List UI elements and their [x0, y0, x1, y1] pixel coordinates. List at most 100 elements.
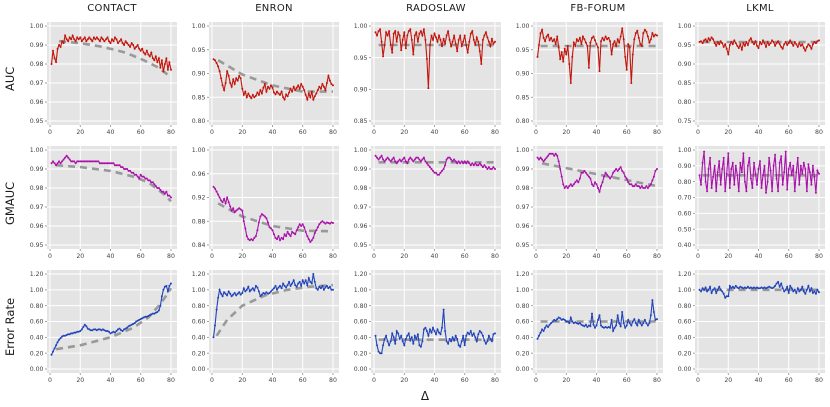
subplot-radoslaw-error-rate: 0.00 0.20 0.40 0.60 0.80 1.00 1.20 0 20 40 60 80 — [344, 265, 506, 389]
subplot-contact-gmauc: 0.95 0.96 0.97 0.98 0.99 1.00 0 20 40 60 80 — [20, 141, 182, 265]
svg-text:0.95: 0.95 — [30, 118, 44, 125]
svg-text:0: 0 — [48, 129, 52, 136]
svg-text:0.00: 0.00 — [30, 366, 44, 373]
svg-text:60: 60 — [137, 253, 145, 260]
svg-text:0: 0 — [696, 253, 700, 260]
subplot-enron-gmauc: 0.84 0.88 0.92 0.96 1.00 0 20 40 60 80 — [182, 141, 344, 265]
column-title-fb-forum: FB-FORUM — [570, 3, 626, 14]
svg-text:0.98: 0.98 — [354, 185, 368, 192]
svg-text:40: 40 — [755, 253, 763, 260]
svg-text:0.60: 0.60 — [192, 319, 206, 326]
svg-text:60: 60 — [299, 253, 307, 260]
plot-canvas-fb-forum-auc: 0.80 0.85 0.90 0.95 1.00 0 20 40 60 80 — [516, 22, 663, 136]
column-title-contact: CONTACT — [87, 3, 137, 14]
plot-canvas-lkml-error-rate: 0.00 0.20 0.40 0.60 0.80 1.00 1.20 0 20 40 60 80 — [678, 270, 825, 384]
svg-text:0: 0 — [696, 129, 700, 136]
svg-text:20: 20 — [76, 129, 84, 136]
subplot-contact-error-rate: 0.00 0.20 0.40 0.60 0.80 1.00 1.20 0 20 40 60 80 — [20, 265, 182, 389]
svg-text:40: 40 — [269, 253, 277, 260]
svg-text:1.00: 1.00 — [192, 147, 206, 154]
svg-text:80: 80 — [653, 377, 661, 384]
svg-text:0.90: 0.90 — [354, 87, 368, 94]
svg-text:80: 80 — [329, 129, 337, 136]
svg-text:60: 60 — [623, 253, 631, 260]
svg-text:0.20: 0.20 — [354, 350, 368, 357]
svg-text:60: 60 — [785, 129, 793, 136]
svg-text:0.99: 0.99 — [30, 166, 44, 173]
svg-text:80: 80 — [329, 377, 337, 384]
subplot-fb-forum-error-rate: 0.00 0.20 0.40 0.60 0.80 1.00 1.20 0 20 40 60 80 — [506, 265, 668, 389]
svg-text:0: 0 — [534, 377, 538, 384]
row-label-auc: AUC — [3, 66, 17, 92]
svg-text:1.00: 1.00 — [516, 287, 530, 294]
svg-text:20: 20 — [400, 129, 408, 136]
svg-text:0.20: 0.20 — [30, 350, 44, 357]
svg-text:80: 80 — [167, 253, 175, 260]
svg-text:0: 0 — [534, 253, 538, 260]
svg-text:1.20: 1.20 — [30, 271, 44, 278]
svg-text:0: 0 — [48, 253, 52, 260]
svg-text:0.88: 0.88 — [192, 218, 206, 225]
svg-text:40: 40 — [593, 129, 601, 136]
svg-text:0.95: 0.95 — [678, 42, 692, 49]
svg-text:0.98: 0.98 — [516, 185, 530, 192]
svg-text:20: 20 — [562, 377, 570, 384]
plot-canvas-fb-forum-gmauc: 0.95 0.96 0.97 0.98 0.99 1.00 0 20 40 60 80 — [516, 146, 663, 260]
svg-text:0: 0 — [372, 129, 376, 136]
svg-text:0.80: 0.80 — [516, 118, 530, 125]
svg-text:0.90: 0.90 — [516, 71, 530, 78]
svg-text:1.00: 1.00 — [678, 23, 692, 30]
x-axis-label: Δ — [420, 389, 430, 403]
plot-canvas-lkml-auc: 0.75 0.80 0.85 0.90 0.95 1.00 0 20 40 60 80 — [678, 22, 825, 136]
subplot-radoslaw-gmauc: 0.95 0.96 0.97 0.98 0.99 1.00 0 20 40 60 80 — [344, 141, 506, 265]
svg-text:0.50: 0.50 — [678, 226, 692, 233]
svg-text:20: 20 — [724, 377, 732, 384]
svg-text:0.40: 0.40 — [30, 335, 44, 342]
svg-text:0: 0 — [210, 129, 214, 136]
subplot-fb-forum-gmauc: 0.95 0.96 0.97 0.98 0.99 1.00 0 20 40 60 80 — [506, 141, 668, 265]
plot-canvas-lkml-gmauc: 0.40 0.50 0.60 0.70 0.80 0.90 1.00 0 20 40 60 80 — [678, 146, 825, 260]
subplot-enron-auc: 0.80 0.85 0.90 0.95 1.00 0 20 40 60 80 — [182, 17, 344, 141]
svg-text:0: 0 — [48, 377, 52, 384]
svg-text:0.40: 0.40 — [192, 335, 206, 342]
column-title-radoslaw: RADOSLAW — [406, 3, 466, 14]
svg-text:0.98: 0.98 — [30, 61, 44, 68]
svg-text:0.85: 0.85 — [192, 94, 206, 101]
svg-text:1.00: 1.00 — [678, 287, 692, 294]
column-title-enron: ENRON — [255, 3, 293, 14]
svg-text:1.00: 1.00 — [354, 23, 368, 30]
svg-text:0: 0 — [210, 253, 214, 260]
svg-text:0.95: 0.95 — [354, 242, 368, 249]
svg-text:1.00: 1.00 — [354, 287, 368, 294]
svg-text:0.97: 0.97 — [30, 204, 44, 211]
svg-text:40: 40 — [269, 129, 277, 136]
svg-text:80: 80 — [815, 253, 823, 260]
svg-text:40: 40 — [107, 129, 115, 136]
svg-text:0.96: 0.96 — [30, 223, 44, 230]
svg-text:1.00: 1.00 — [30, 287, 44, 294]
svg-text:0.96: 0.96 — [30, 99, 44, 106]
svg-text:0.20: 0.20 — [192, 350, 206, 357]
svg-text:40: 40 — [593, 377, 601, 384]
svg-text:80: 80 — [329, 253, 337, 260]
svg-text:0.60: 0.60 — [516, 319, 530, 326]
svg-text:0.99: 0.99 — [30, 42, 44, 49]
svg-text:60: 60 — [623, 377, 631, 384]
svg-text:80: 80 — [653, 129, 661, 136]
svg-text:0.80: 0.80 — [354, 303, 368, 310]
subplot-radoslaw-auc: 0.85 0.90 0.95 1.00 0 20 40 60 80 — [344, 17, 506, 141]
svg-text:20: 20 — [238, 129, 246, 136]
svg-text:0: 0 — [210, 377, 214, 384]
plot-canvas-contact-auc: 0.95 0.96 0.97 0.98 0.99 1.00 0 20 40 60 80 — [30, 22, 177, 136]
svg-text:0.80: 0.80 — [678, 303, 692, 310]
svg-text:0.40: 0.40 — [678, 335, 692, 342]
svg-text:80: 80 — [815, 377, 823, 384]
svg-text:0.99: 0.99 — [354, 166, 368, 173]
svg-text:1.00: 1.00 — [516, 147, 530, 154]
svg-text:0.20: 0.20 — [678, 350, 692, 357]
subplot-contact-auc: 0.95 0.96 0.97 0.98 0.99 1.00 0 20 40 60 80 — [20, 17, 182, 141]
svg-text:0.90: 0.90 — [678, 61, 692, 68]
svg-text:0.80: 0.80 — [30, 303, 44, 310]
svg-text:0.80: 0.80 — [192, 118, 206, 125]
svg-text:20: 20 — [724, 253, 732, 260]
